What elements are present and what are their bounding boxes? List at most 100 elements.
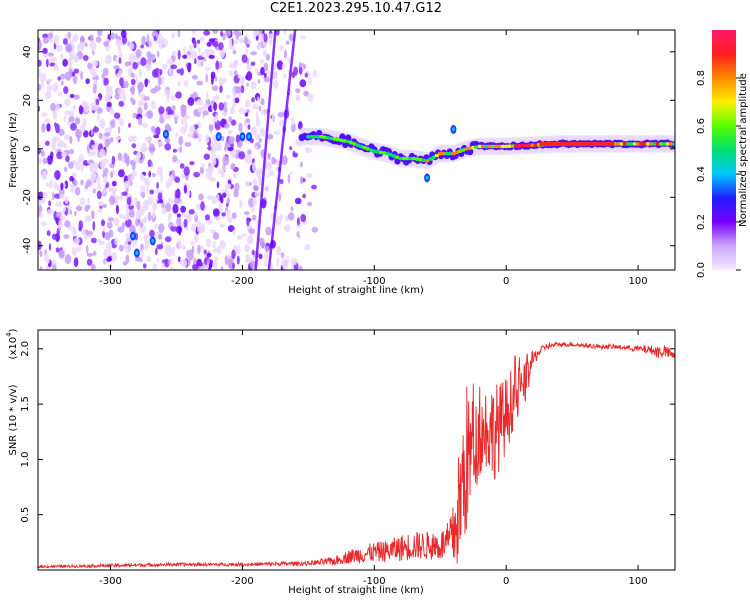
spectrogram-cell [110, 32, 115, 40]
spectrogram-cell [89, 67, 96, 76]
spectrogram-cell [41, 170, 48, 181]
spectrogram-cell [203, 249, 207, 255]
spectrogram-cell [84, 42, 88, 47]
spectrogram-cell [145, 136, 151, 142]
spectrogram-ridge-core [309, 134, 314, 139]
spectrogram-cell [158, 106, 165, 115]
spectrogram-cell [103, 175, 108, 185]
spectrogram-cell [211, 157, 217, 166]
spectrogram-cell [193, 171, 201, 178]
spectrogram-cell [188, 209, 195, 215]
spectrogram-ridge-core [649, 142, 654, 146]
spectrogram-cell [64, 143, 68, 149]
spectrogram-cell [200, 61, 204, 67]
spectrogram-cell [144, 78, 148, 88]
spectrogram-cell [95, 98, 100, 106]
spectrogram-cell [45, 58, 49, 68]
spectrogram-ridge-core [415, 157, 420, 161]
snr-y-tick-label: 1.0 [20, 451, 31, 467]
spectrogram-cell [138, 69, 143, 77]
spectrogram-cell [136, 200, 141, 211]
spectrogram-cell [109, 137, 114, 143]
spectrogram-cell [42, 157, 48, 164]
spectrogram-cell [225, 94, 231, 99]
spectrogram-cell [244, 211, 250, 216]
spectrogram-cell [171, 246, 176, 257]
spectrogram-cell [143, 177, 148, 183]
spectrogram-cell [38, 147, 42, 155]
spectrogram-cell [142, 263, 147, 269]
spectrogram-cell [135, 218, 140, 227]
spectrogram-spot-core [452, 127, 455, 132]
spectrogram-cell [95, 36, 102, 43]
spectrogram-cell [170, 64, 178, 70]
spectrogram-cell [116, 72, 120, 78]
spectrogram-cell [236, 255, 240, 265]
spectrogram-cell [114, 33, 118, 39]
spectrogram-cell [223, 101, 227, 107]
spectrogram-cell [196, 99, 204, 106]
spectrogram-cell [214, 76, 218, 82]
spectrogram-cell [246, 217, 250, 227]
spectrogram-cell [129, 209, 135, 218]
spectrogram-cell [212, 208, 220, 217]
spectrogram-cell [202, 103, 209, 111]
spectrogram-cell [136, 152, 142, 160]
spectrogram-cell [273, 80, 279, 89]
spectrogram-cell [251, 249, 255, 255]
spectrogram-cell [244, 154, 252, 165]
spectrogram-cell [44, 90, 52, 100]
spectrogram-ridge-core [467, 146, 473, 150]
spectrogram-cell [105, 54, 112, 64]
spectrogram-ridge-core [451, 151, 456, 156]
spectrogram-cell [287, 212, 295, 221]
spectrogram-ridge-core [325, 136, 331, 140]
spectrogram-ridge-core [332, 137, 337, 141]
snr-x-ticks: -300 -200 -100 0 100 [99, 330, 648, 587]
snr-frame [37, 329, 676, 571]
spectrogram-cell [90, 263, 96, 270]
spectrogram-cell [120, 30, 127, 38]
spectrogram-cell [228, 136, 235, 145]
spectrogram-cell [175, 91, 182, 99]
spectrogram-spot-core [425, 175, 429, 180]
spectrogram-cell [39, 250, 43, 257]
spectrogram-cell [96, 112, 100, 122]
spectrogram-cell [183, 184, 187, 194]
spectrogram-ridge-core [494, 144, 499, 149]
spectrogram-cell [199, 265, 207, 270]
spectrogram-ridge-core [375, 150, 380, 154]
spectrogram-cell [88, 234, 93, 239]
spectrogram-cell [172, 148, 177, 153]
spectrogram-cell [146, 110, 154, 119]
spectrogram-cell [58, 91, 63, 97]
spectrogram-cell [164, 202, 172, 212]
spectrogram-ridge-core [438, 151, 443, 156]
spectrogram-spot-core [135, 251, 139, 256]
spectrogram-cell [177, 238, 182, 249]
spectrogram-cell [183, 166, 190, 177]
spectrogram-cell [260, 148, 265, 158]
spectrogram-cell [129, 224, 136, 234]
spectrogram-cell [217, 167, 222, 175]
spectrogram-cell [189, 125, 196, 133]
spectrogram-cell [109, 108, 115, 115]
spectrogram-cell [284, 224, 291, 232]
spectrogram-cell [169, 267, 176, 270]
spectrogram-cell [312, 69, 317, 78]
spectrogram-cell [187, 133, 193, 138]
spectrogram-ridge-core [520, 143, 525, 148]
spectrogram-cell [224, 123, 230, 128]
spectrogram-cell [156, 50, 160, 58]
spectrogram-cell [54, 170, 61, 180]
spectrogram-cell [74, 186, 81, 196]
spectrogram-cell [176, 213, 181, 218]
spectrogram-cell [46, 230, 51, 237]
spectrogram-cell [230, 61, 233, 69]
spectrogram-cell [45, 266, 51, 270]
spectrogram-cell [205, 66, 211, 71]
spectrogram-cell [218, 42, 224, 51]
spectrogram-cell [138, 117, 143, 126]
spectrogram-cell [208, 38, 216, 43]
spectrogram-cell [211, 196, 218, 204]
